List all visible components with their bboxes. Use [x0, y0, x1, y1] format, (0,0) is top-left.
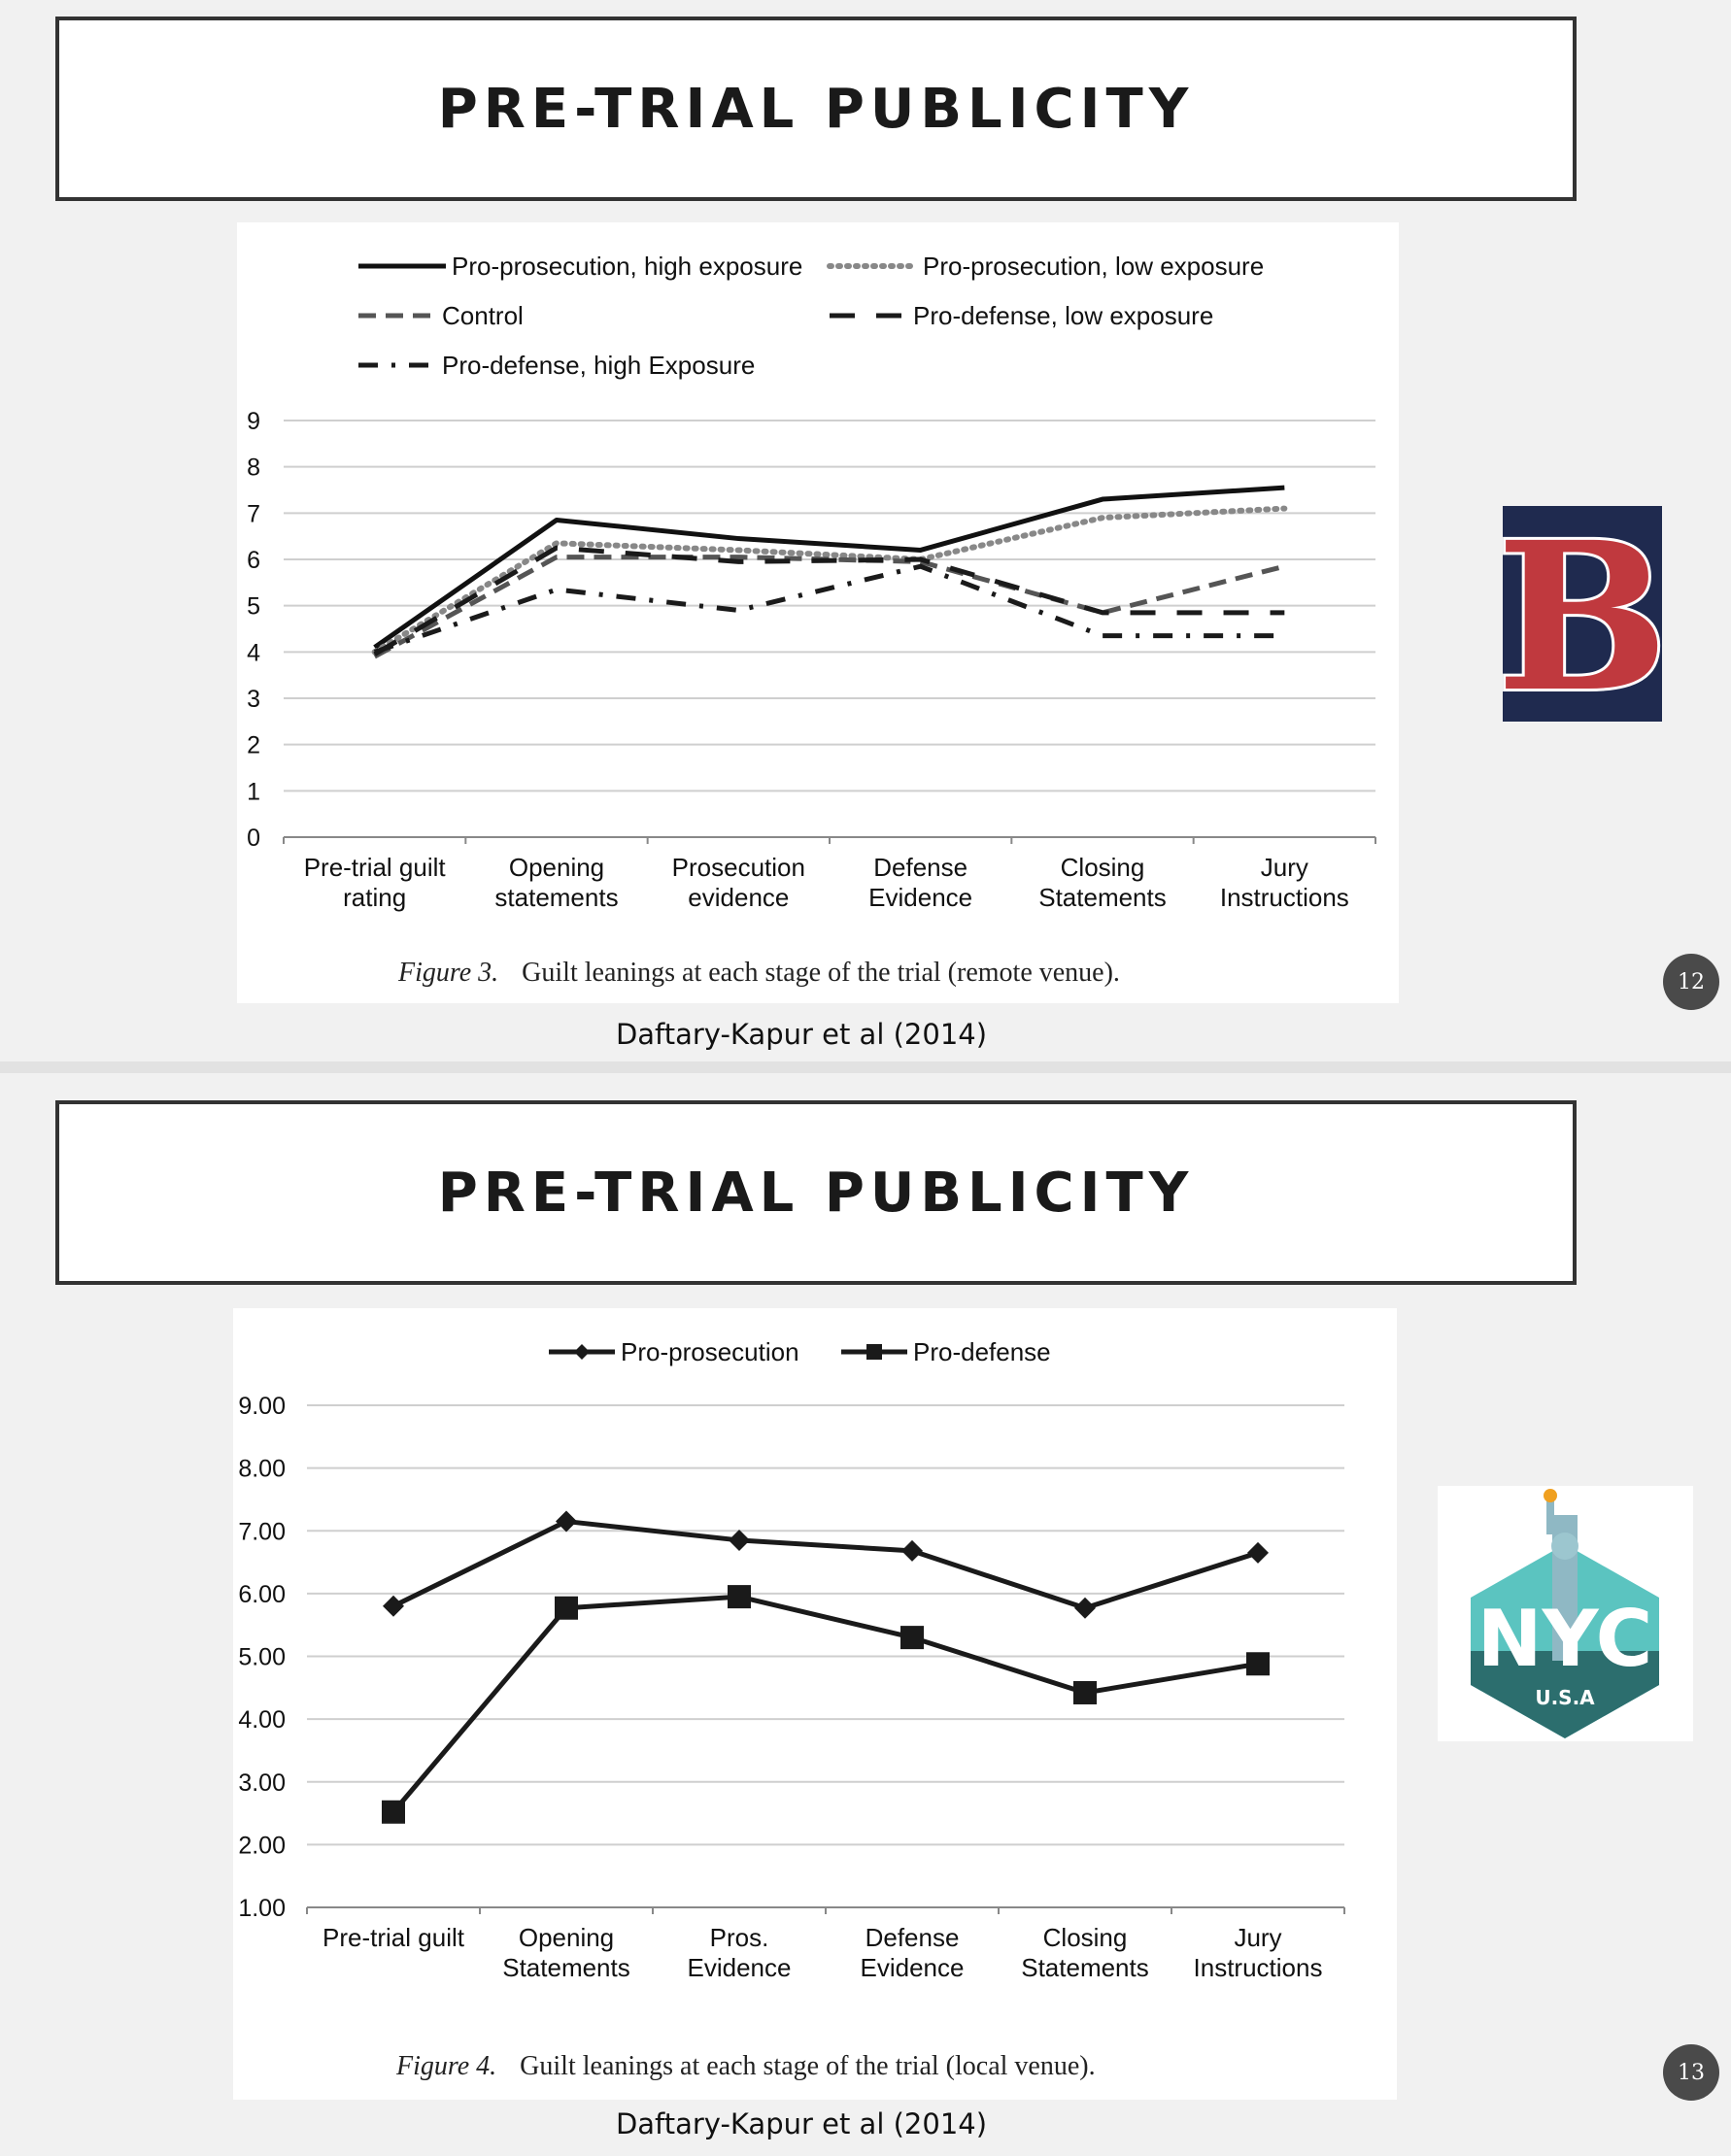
y-tick-label: 3 — [247, 686, 260, 713]
y-tick-label: 4 — [247, 639, 260, 666]
legend-label: Pro-prosecution, low exposure — [923, 252, 1264, 281]
figure-caption-text: Guilt leanings at each stage of the tria… — [520, 2051, 1095, 2081]
figure-3-card: 0 1 2 3 4 5 6 7 8 9 Pre-trial guilt rating Opening st… — [237, 222, 1399, 1003]
x-tick-label: Jury — [1234, 1923, 1281, 1952]
page-number-badge: 13 — [1663, 2044, 1719, 2101]
figure-4-chart: 1.00 2.00 3.00 4.00 5.00 6.00 7.00 8.00 9.00 Pre-… — [238, 1337, 1345, 2081]
logo-subtext: U.S.A — [1535, 1686, 1595, 1709]
x-tick-label: Opening — [519, 1923, 614, 1952]
y-tick-label: 9 — [247, 408, 260, 435]
y-tick-label: 3.00 — [238, 1769, 286, 1797]
series-line-1 — [391, 1594, 1259, 1814]
data-point-diamond — [729, 1529, 750, 1551]
x-tick-label: Pros. — [710, 1923, 769, 1952]
slide-12: PRE-TRIAL PUBLICITY 0 1 2 3 4 5 6 7 8 9 Pre-trial … — [0, 0, 1731, 1061]
legend-label: Pro-defense — [913, 1337, 1051, 1366]
data-point-square — [728, 1585, 751, 1609]
data-point-diamond — [1074, 1597, 1096, 1619]
y-tick-label: 7 — [247, 500, 260, 527]
legend-marker — [574, 1344, 590, 1360]
data-point-diamond — [1247, 1541, 1269, 1564]
x-tick-label: Evidence — [688, 1953, 792, 1982]
legend-label: Pro-prosecution, high exposure — [452, 252, 802, 281]
y-tick-label: 6.00 — [238, 1581, 286, 1608]
legend-label: Control — [442, 301, 524, 330]
x-tick-label: Evidence — [861, 1953, 965, 1982]
series-line-0 — [373, 485, 1285, 650]
data-point-diamond — [556, 1510, 577, 1533]
x-tick-label: Statements — [1021, 1953, 1149, 1982]
y-tick-label: 1 — [247, 778, 260, 805]
y-tick-label: 6 — [247, 547, 260, 574]
red-sox-logo: B — [1493, 494, 1672, 740]
x-tick-label: Jury — [1261, 853, 1308, 882]
citation: Daftary-Kapur et al (2014) — [615, 2107, 988, 2140]
y-tick-label: 4.00 — [238, 1706, 286, 1734]
data-point-square — [555, 1596, 578, 1620]
x-tick-label: Defense — [866, 1923, 960, 1952]
data-point-square — [1073, 1680, 1097, 1704]
slide-title-box: PRE-TRIAL PUBLICITY — [55, 1100, 1577, 1285]
data-point-square — [900, 1626, 924, 1650]
y-tick-label: 8 — [247, 455, 260, 482]
logo-text: NYC — [1477, 1594, 1653, 1684]
x-tick-label: Instructions — [1194, 1953, 1323, 1982]
figure-caption: Figure 3. Guilt leanings at each stage of… — [397, 958, 1120, 988]
series-line-0 — [391, 1519, 1259, 1611]
y-tick-label: 2 — [247, 732, 260, 759]
legend-marker — [866, 1344, 882, 1360]
series-line-3 — [373, 545, 1285, 657]
x-tick-label: Pre-trial guilt — [322, 1923, 465, 1952]
data-point-diamond — [901, 1539, 923, 1562]
y-tick-label: 5.00 — [238, 1644, 286, 1671]
x-tick-label: Prosecution — [672, 853, 805, 882]
x-tick-label: statements — [494, 883, 618, 912]
legend-label: Pro-defense, high Exposure — [442, 351, 755, 380]
x-tick-label: Instructions — [1220, 883, 1349, 912]
y-tick-label: 2.00 — [238, 1832, 286, 1859]
y-tick-label: 0 — [247, 825, 260, 852]
y-tick-label: 9.00 — [238, 1393, 286, 1420]
svg-text:B: B — [1503, 506, 1662, 722]
slide-title: PRE-TRIAL PUBLICITY — [437, 77, 1195, 141]
x-tick-label: Statements — [502, 1953, 630, 1982]
data-point-square — [382, 1800, 405, 1824]
x-tick-label: Evidence — [868, 883, 972, 912]
series-line-4 — [373, 563, 1285, 655]
x-tick-label: rating — [343, 883, 406, 912]
x-tick-label: Statements — [1038, 883, 1167, 912]
figure-label: Figure 4. — [395, 2051, 496, 2081]
nyc-logo: NYC U.S.A — [1438, 1486, 1693, 1741]
citation: Daftary-Kapur et al (2014) — [615, 1018, 988, 1051]
series-line-1 — [371, 505, 1288, 656]
legend-label: Pro-defense, low exposure — [913, 301, 1213, 330]
legend-label: Pro-prosecution — [621, 1337, 799, 1366]
x-tick-label: Closing — [1043, 1923, 1128, 1952]
data-point-diamond — [383, 1595, 404, 1617]
y-tick-label: 1.00 — [238, 1895, 286, 1922]
series-line-2 — [373, 555, 1285, 659]
slide-13: PRE-TRIAL PUBLICITY 1.00 2.00 3.00 4.00 5.00… — [0, 1073, 1731, 2156]
figure-label: Figure 3. — [397, 958, 498, 988]
data-point-square — [1246, 1652, 1270, 1676]
x-tick-label: Opening — [509, 853, 604, 882]
slide-title-box: PRE-TRIAL PUBLICITY — [55, 17, 1577, 201]
y-tick-label: 8.00 — [238, 1456, 286, 1483]
slide-divider — [0, 1061, 1731, 1073]
figure-caption-text: Guilt leanings at each stage of the tria… — [522, 958, 1120, 988]
x-tick-label: Closing — [1061, 853, 1145, 882]
page-number-badge: 12 — [1663, 954, 1719, 1010]
x-tick-label: Pre-trial guilt — [304, 853, 447, 882]
x-tick-label: evidence — [688, 883, 789, 912]
y-tick-label: 7.00 — [238, 1518, 286, 1545]
x-tick-label: Defense — [873, 853, 967, 882]
figure-caption: Figure 4. Guilt leanings at each stage of… — [395, 2051, 1096, 2081]
y-tick-label: 5 — [247, 593, 260, 621]
slide-title: PRE-TRIAL PUBLICITY — [437, 1161, 1195, 1225]
figure-4-card: 1.00 2.00 3.00 4.00 5.00 6.00 7.00 8.00 9.00 Pre-… — [233, 1308, 1397, 2100]
